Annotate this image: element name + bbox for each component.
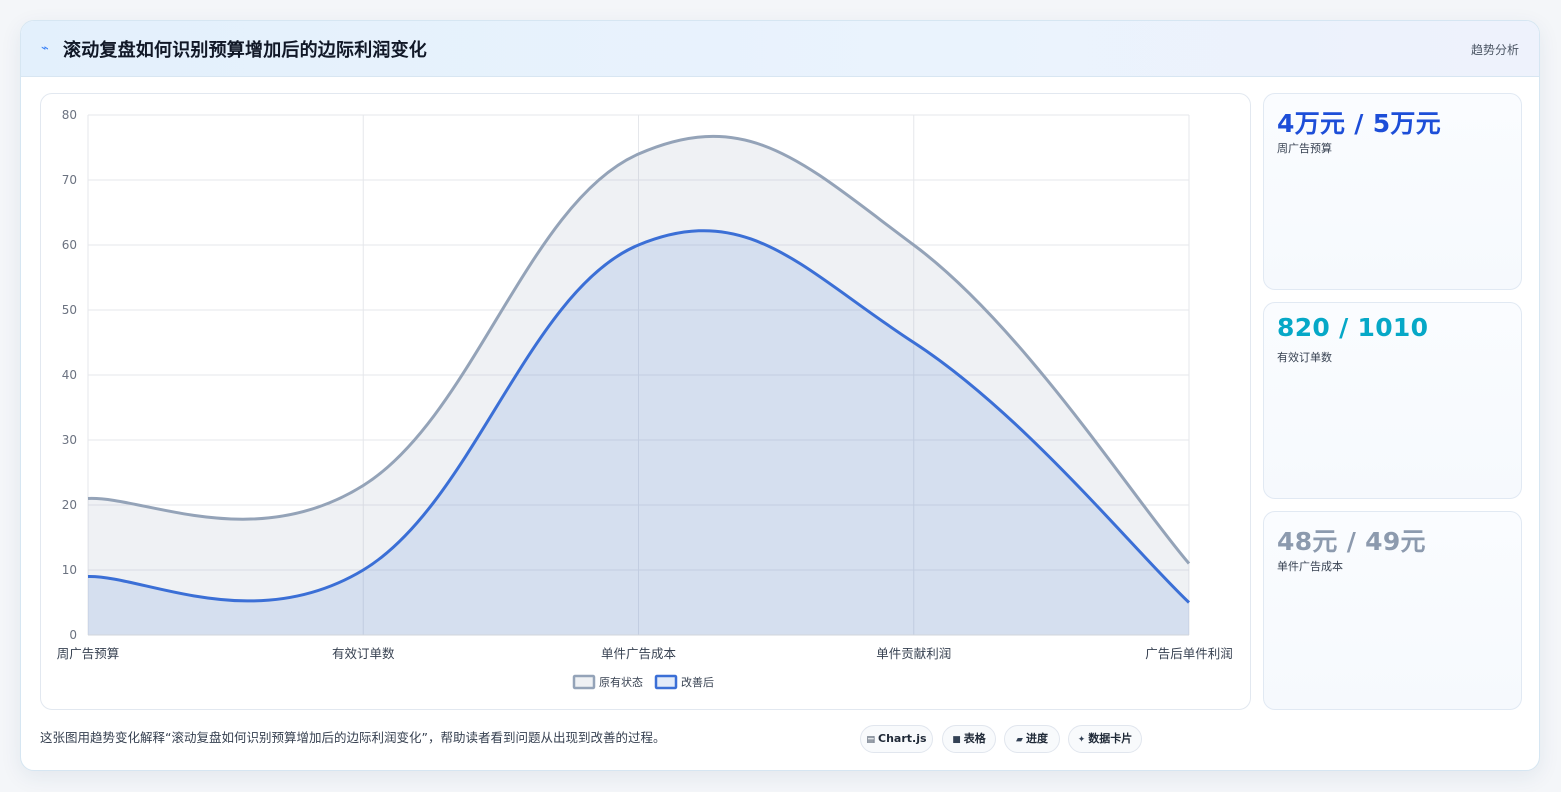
y-tick-label: 70 xyxy=(62,173,77,187)
stat-value: 820 / 1010 xyxy=(1277,313,1429,342)
y-tick-label: 50 xyxy=(62,303,77,317)
y-tick-label: 10 xyxy=(62,563,77,577)
trend-icon: ⌁ xyxy=(41,41,49,56)
y-tick-label: 60 xyxy=(62,238,77,252)
series-line-0 xyxy=(87,134,1191,565)
x-tick-label: 广告后单件利润 xyxy=(1145,646,1233,661)
table-icon: ■ xyxy=(952,735,961,745)
progress-icon: ▰ xyxy=(1016,735,1023,745)
page-title: 滚动复盘如何识别预算增加后的边际利润变化 xyxy=(63,40,427,61)
pill-chartjs[interactable]: ▤ Chart.js xyxy=(860,725,933,753)
y-tick-label: 0 xyxy=(69,628,77,642)
card-header: ⌁ 滚动复盘如何识别预算增加后的边际利润变化 趋势分析 xyxy=(21,21,1539,77)
stat-value: 4万元 / 5万元 xyxy=(1277,109,1442,138)
stat-card-budget: 4万元 / 5万元 周广告预算 xyxy=(1263,93,1522,290)
legend-swatch xyxy=(654,674,678,690)
chart-panel: 0 10 20 30 40 50 60 70 80 周广告预算 有效订单数 单件广告成本 单件贡献利润 广… xyxy=(40,93,1251,710)
chart-icon: ▤ xyxy=(866,735,875,745)
y-tick-label: 20 xyxy=(62,498,77,512)
pill-label: Chart.js xyxy=(878,732,927,745)
y-tick-label: 40 xyxy=(62,368,77,382)
analysis-tag: 趋势分析 xyxy=(1470,43,1519,57)
series-area-1 xyxy=(88,230,1189,635)
x-tick-label: 周广告预算 xyxy=(57,646,120,661)
pill-progress[interactable]: ▰ 进度 xyxy=(1004,725,1060,753)
area-chart: 0 10 20 30 40 50 60 70 80 周广告预算 有效订单数 单件广告成本 单件贡献利润 广… xyxy=(57,108,1233,690)
chart-description: 这张图用趋势变化解释“滚动复盘如何识别预算增加后的边际利润变化”，帮助读者看到问… xyxy=(40,730,666,745)
pill-label: 进度 xyxy=(1025,732,1048,745)
stat-value: 48元 / 49元 xyxy=(1277,527,1426,556)
x-tick-label: 有效订单数 xyxy=(332,646,395,661)
y-tick-label: 80 xyxy=(62,108,77,122)
pill-table[interactable]: ■ 表格 xyxy=(942,725,996,753)
legend-label: 改善后 xyxy=(681,675,714,689)
x-tick-label: 单件贡献利润 xyxy=(876,646,951,661)
stat-label: 有效订单数 xyxy=(1277,351,1332,364)
dashboard-card: ⌁ 滚动复盘如何识别预算增加后的边际利润变化 趋势分析 0 10 20 30 40 50 6… xyxy=(20,20,1540,771)
legend-swatch xyxy=(572,674,596,690)
y-tick-label: 30 xyxy=(62,433,77,447)
series-area-0 xyxy=(88,136,1189,635)
pill-label: 数据卡片 xyxy=(1088,732,1133,745)
stat-card-unit-cost: 48元 / 49元 单件广告成本 xyxy=(1263,511,1522,710)
stat-label: 周广告预算 xyxy=(1277,142,1332,155)
sparkle-icon: ✦ xyxy=(1077,735,1086,745)
legend-label: 原有状态 xyxy=(599,675,643,689)
x-tick-label: 单件广告成本 xyxy=(601,646,677,661)
series-line-1 xyxy=(87,229,1191,604)
pill-label: 表格 xyxy=(963,732,986,745)
stat-card-orders: 820 / 1010 有效订单数 xyxy=(1263,302,1522,499)
pill-data-card[interactable]: ✦ 数据卡片 xyxy=(1068,725,1142,753)
stat-label: 单件广告成本 xyxy=(1277,560,1343,573)
